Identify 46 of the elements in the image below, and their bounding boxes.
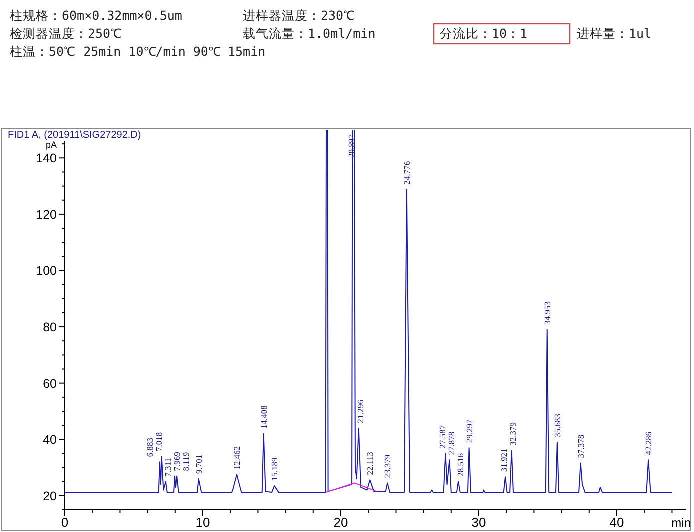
annotation: 8.119 [180, 452, 191, 472]
y-tick-label: 60 [43, 376, 58, 391]
annotation: 15.189 [270, 458, 280, 482]
x-tick-label: 40 [610, 515, 624, 530]
text: 分流比：10：1 [440, 26, 528, 41]
annotation: 21.296 [356, 400, 366, 424]
y-tick-label: 40 [43, 433, 58, 448]
annotation: 22.113 [365, 452, 376, 476]
text: 进样器温度：230℃ [243, 8, 356, 23]
annotation: 37.378 [576, 434, 586, 458]
text: 进样量：1ul [577, 26, 652, 41]
annotation: 6.883 [144, 438, 155, 458]
y-tick-label: 140 [36, 152, 58, 166]
y-tick-label: 100 [36, 264, 58, 278]
x-tick-label: 30 [472, 515, 486, 530]
chart-title: FID1 A, (201911\SIG27292.D) [8, 130, 142, 141]
y-tick-label: 120 [36, 208, 58, 222]
annotation: 23.379 [382, 454, 393, 478]
annotation: 31.921 [499, 448, 510, 472]
annotation: 28.516 [455, 454, 466, 477]
annotation: 12.462 [232, 446, 242, 470]
annotation: 35.683 [552, 414, 562, 438]
x-tick-label: 10 [196, 515, 210, 530]
text: 柱温：50℃ 25min 10℃/min 90℃ 15min [10, 44, 266, 59]
annotation: 7.018 [154, 432, 164, 452]
x-tick-label: 20 [334, 515, 348, 530]
text: 检测器温度：250℃ [10, 26, 123, 41]
annotation: 27.878 [446, 432, 456, 456]
annotation: 7.311 [162, 458, 173, 477]
annotation: 34.953 [542, 302, 552, 325]
x-axis-title: min [672, 516, 691, 530]
annotation: 7.969 [172, 452, 182, 472]
x-tick-label: 0 [61, 515, 69, 530]
annotation: 14.408 [258, 406, 269, 429]
y-axis-title: pA [46, 140, 57, 150]
annotation: 20.897 [346, 134, 357, 158]
y-tick-label: 80 [43, 320, 58, 335]
annotation: 24.776 [402, 161, 412, 185]
annotation: 9.701 [194, 454, 204, 474]
annotation: 32.379 [508, 422, 518, 446]
annotation: 27.587 [437, 425, 448, 449]
text: 载气流量：1.0ml/min [243, 26, 376, 41]
annotation: 42.286 [644, 432, 654, 456]
y-tick-label: 20 [43, 489, 58, 504]
annotation: 29.297 [464, 420, 474, 444]
text: 柱规格：60m×0.32mm×0.5um [10, 8, 182, 23]
